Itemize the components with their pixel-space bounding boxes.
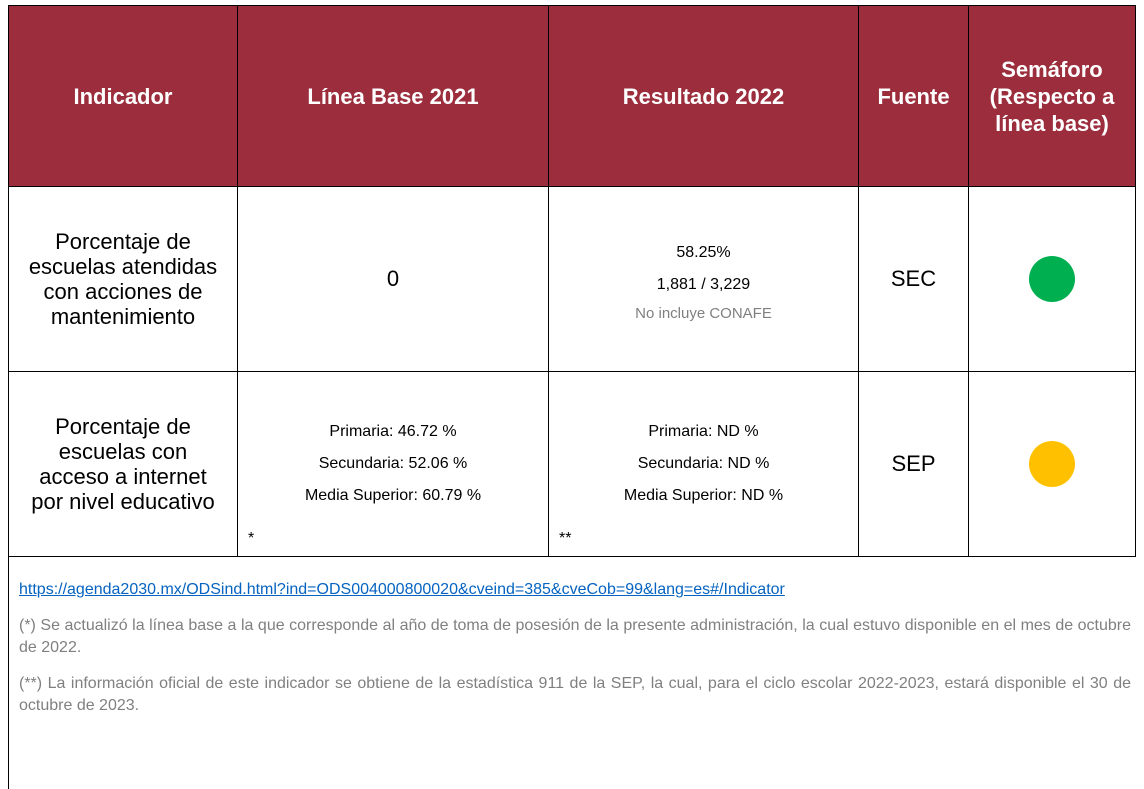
notes: https://agenda2030.mx/ODSind.html?ind=OD…: [19, 579, 1131, 731]
base-cell: Primaria: 46.72 % Secundaria: 52.06 % Medi…: [237, 371, 549, 557]
base-line: Media Superior: 60.79 %: [304, 487, 482, 504]
status-light: [1029, 256, 1075, 302]
result-cell: Primaria: ND % Secundaria: ND % Media Supe…: [548, 371, 859, 557]
page: Indicador Línea Base 2021 Resultado 2022 Fu…: [8, 5, 1136, 789]
source-cell: SEP: [858, 371, 969, 557]
base-line: 0: [386, 266, 400, 291]
result-note-mark: **: [559, 530, 572, 547]
header-cell: Resultado 2022: [548, 5, 859, 187]
indicator-table: Indicador Línea Base 2021 Resultado 2022 Fu…: [8, 5, 1136, 557]
result-line: 1,881 / 3,229: [656, 275, 751, 293]
status-cell: [968, 371, 1136, 557]
result-cell: 58.25% 1,881 / 3,229 No incluye CONAFE: [548, 186, 859, 372]
header-cell: Semáforo (Respecto a línea base): [968, 5, 1136, 187]
base-line: Secundaria: 52.06 %: [318, 455, 468, 472]
source-link[interactable]: https://agenda2030.mx/ODSind.html?ind=OD…: [19, 581, 785, 598]
header-cell: Fuente: [858, 5, 969, 187]
result-line: Secundaria: ND %: [637, 455, 770, 472]
footnote: (*) Se actualizó la línea base a la que …: [19, 617, 1131, 656]
base-cell: 0: [237, 186, 549, 372]
result-line: Media Superior: ND %: [623, 487, 784, 504]
indicator-cell: Porcentaje de escuelas atendidas con acc…: [8, 186, 238, 372]
base-note-mark: *: [248, 530, 255, 547]
header-cell: Indicador: [8, 5, 238, 187]
table-row: Porcentaje de escuelas atendidas con acc…: [8, 186, 1136, 372]
header-row: Indicador Línea Base 2021 Resultado 2022 Fu…: [8, 5, 1136, 187]
footnote: (**) La información oficial de este indi…: [19, 675, 1131, 714]
base-line: Primaria: 46.72 %: [329, 423, 457, 440]
source-cell: SEC: [858, 186, 969, 372]
indicator-cell: Porcentaje de escuelas con acceso a inte…: [8, 371, 238, 557]
status-light: [1029, 441, 1075, 487]
status-cell: [968, 186, 1136, 372]
result-line: 58.25%: [676, 243, 731, 261]
header-cell: Línea Base 2021: [237, 5, 549, 187]
table-row: Porcentaje de escuelas con acceso a inte…: [8, 371, 1136, 557]
result-line: Primaria: ND %: [648, 423, 759, 440]
result-comment: No incluye CONAFE: [635, 304, 772, 322]
